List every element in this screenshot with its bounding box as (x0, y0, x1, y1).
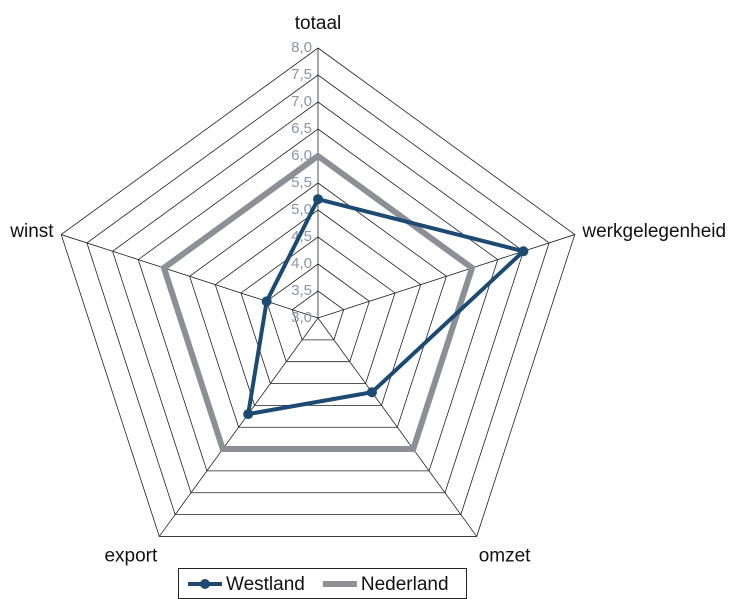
category-label: werkgelegenheid (581, 221, 726, 242)
grid-line (112, 101, 524, 494)
axis-spoke (61, 234, 319, 319)
tick-label: 5,0 (291, 201, 312, 218)
axis-spoke (317, 234, 575, 319)
tick-label: 7,5 (291, 66, 312, 83)
tick-label: 6,5 (291, 120, 312, 137)
axis-spoke (158, 317, 319, 537)
category-label: export (104, 545, 158, 566)
tick-label: 7,0 (291, 93, 312, 110)
grid-line (214, 209, 422, 406)
legend-label: Nederland (361, 574, 449, 595)
data-point (243, 409, 254, 420)
data-point (366, 387, 377, 398)
legend-label: Westland (226, 574, 305, 595)
grid-line (86, 74, 550, 515)
tick-label: 3,0 (291, 309, 312, 326)
grid-line (240, 236, 396, 384)
grid-line (60, 47, 576, 537)
tick-label: 6,0 (291, 147, 312, 164)
series-line (160, 152, 476, 453)
tick-label: 5,5 (291, 174, 312, 191)
data-point (261, 296, 272, 307)
data-point (518, 246, 529, 257)
grid-line (189, 182, 447, 428)
tick-label: 4,0 (291, 255, 312, 272)
legend-box (178, 568, 467, 599)
tick-label: 8,0 (291, 39, 312, 56)
series-line (245, 196, 528, 417)
tick-label: 3,5 (291, 282, 312, 299)
grid-line (291, 290, 345, 341)
legend-item: Westland (188, 574, 305, 595)
data-point (313, 194, 323, 205)
legend-marker (200, 579, 210, 589)
axis-spoke (317, 317, 478, 537)
legend-item: Nederland (322, 574, 449, 595)
grid-line (266, 263, 370, 363)
category-label: omzet (479, 545, 531, 566)
category-label: winst (9, 221, 54, 242)
category-label: totaal (295, 13, 341, 34)
